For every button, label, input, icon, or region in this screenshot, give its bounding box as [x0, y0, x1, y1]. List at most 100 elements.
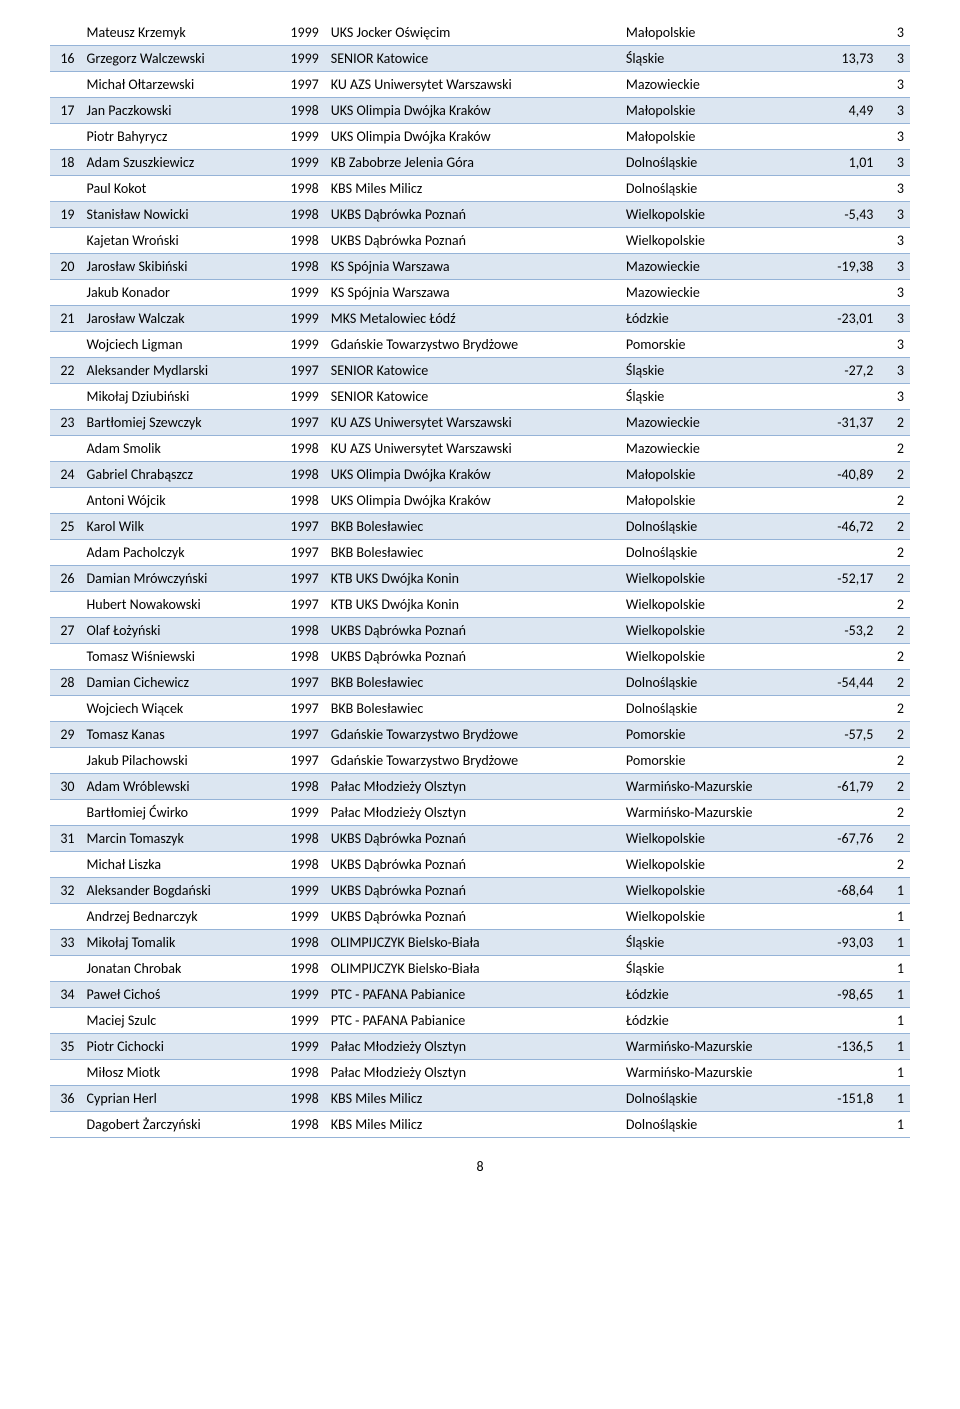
cell-score [813, 748, 879, 774]
cell-score [813, 696, 879, 722]
cell-name: Piotr Cichocki [81, 1034, 274, 1060]
cell-year: 1999 [274, 1034, 325, 1060]
cell-region: Mazowieckie [620, 436, 813, 462]
cell-pts: 3 [879, 254, 910, 280]
cell-rank [50, 436, 81, 462]
cell-name: Jan Paczkowski [81, 98, 274, 124]
cell-club: Pałac Młodzieży Olsztyn [325, 774, 620, 800]
cell-name: Miłosz Miotk [81, 1060, 274, 1086]
table-row: Antoni Wójcik1998UKS Olimpia Dwójka Krak… [50, 488, 910, 514]
cell-name: Damian Cichewicz [81, 670, 274, 696]
cell-score: -93,03 [813, 930, 879, 956]
cell-rank: 21 [50, 306, 81, 332]
cell-score: -5,43 [813, 202, 879, 228]
cell-rank [50, 592, 81, 618]
table-row: 25Karol Wilk1997BKB BolesławiecDolnośląs… [50, 514, 910, 540]
cell-score: 13,73 [813, 46, 879, 72]
cell-region: Wielkopolskie [620, 852, 813, 878]
cell-year: 1998 [274, 98, 325, 124]
cell-rank: 33 [50, 930, 81, 956]
cell-rank [50, 1008, 81, 1034]
cell-year: 1998 [274, 462, 325, 488]
cell-club: UKBS Dąbrówka Poznań [325, 878, 620, 904]
cell-rank [50, 540, 81, 566]
cell-pts: 1 [879, 982, 910, 1008]
cell-club: OLIMPIJCZYK Bielsko-Biała [325, 930, 620, 956]
cell-score [813, 956, 879, 982]
cell-pts: 2 [879, 566, 910, 592]
cell-pts: 2 [879, 774, 910, 800]
table-row: Adam Pacholczyk1997BKB BolesławiecDolnoś… [50, 540, 910, 566]
cell-rank: 31 [50, 826, 81, 852]
cell-pts: 3 [879, 98, 910, 124]
cell-name: Bartłomiej Szewczyk [81, 410, 274, 436]
cell-year: 1998 [274, 1060, 325, 1086]
table-row: Jakub Konador1999KS Spójnia WarszawaMazo… [50, 280, 910, 306]
cell-year: 1999 [274, 982, 325, 1008]
table-row: 31Marcin Tomaszyk1998UKBS Dąbrówka Pozna… [50, 826, 910, 852]
cell-rank: 36 [50, 1086, 81, 1112]
cell-rank: 32 [50, 878, 81, 904]
cell-score [813, 72, 879, 98]
cell-year: 1998 [274, 930, 325, 956]
cell-pts: 1 [879, 956, 910, 982]
cell-name: Gabriel Chrabąszcz [81, 462, 274, 488]
cell-club: Pałac Młodzieży Olsztyn [325, 1034, 620, 1060]
cell-region: Wielkopolskie [620, 592, 813, 618]
cell-club: PTC - PAFANA Pabianice [325, 982, 620, 1008]
cell-score [813, 592, 879, 618]
cell-region: Mazowieckie [620, 72, 813, 98]
cell-region: Śląskie [620, 930, 813, 956]
cell-rank [50, 384, 81, 410]
cell-club: KBS Miles Milicz [325, 1112, 620, 1138]
cell-name: Jarosław Skibiński [81, 254, 274, 280]
cell-club: Gdańskie Towarzystwo Brydżowe [325, 748, 620, 774]
cell-score [813, 1112, 879, 1138]
cell-club: UKS Jocker Oświęcim [325, 20, 620, 46]
table-row: 22Aleksander Mydlarski1997SENIOR Katowic… [50, 358, 910, 384]
table-row: 33Mikołaj Tomalik1998OLIMPIJCZYK Bielsko… [50, 930, 910, 956]
cell-region: Małopolskie [620, 462, 813, 488]
cell-region: Warmińsko-Mazurskie [620, 774, 813, 800]
cell-rank [50, 280, 81, 306]
cell-region: Warmińsko-Mazurskie [620, 800, 813, 826]
cell-rank [50, 1112, 81, 1138]
cell-name: Stanisław Nowicki [81, 202, 274, 228]
cell-name: Mikołaj Tomalik [81, 930, 274, 956]
cell-year: 1997 [274, 592, 325, 618]
cell-region: Wielkopolskie [620, 202, 813, 228]
cell-rank: 34 [50, 982, 81, 1008]
cell-rank: 28 [50, 670, 81, 696]
cell-club: UKBS Dąbrówka Poznań [325, 228, 620, 254]
table-row: 18Adam Szuszkiewicz1999KB Zabobrze Jelen… [50, 150, 910, 176]
table-row: Andrzej Bednarczyk1999UKBS Dąbrówka Pozn… [50, 904, 910, 930]
cell-name: Cyprian Herl [81, 1086, 274, 1112]
cell-pts: 1 [879, 1034, 910, 1060]
cell-club: MKS Metalowiec Łódź [325, 306, 620, 332]
cell-club: KBS Miles Milicz [325, 1086, 620, 1112]
cell-club: UKBS Dąbrówka Poznań [325, 618, 620, 644]
table-row: 28Damian Cichewicz1997BKB BolesławiecDol… [50, 670, 910, 696]
cell-club: SENIOR Katowice [325, 358, 620, 384]
table-row: 26Damian Mrówczyński1997KTB UKS Dwójka K… [50, 566, 910, 592]
cell-pts: 2 [879, 644, 910, 670]
table-row: Wojciech Wiącek1997BKB BolesławiecDolnoś… [50, 696, 910, 722]
cell-rank: 35 [50, 1034, 81, 1060]
cell-score: -136,5 [813, 1034, 879, 1060]
cell-rank: 16 [50, 46, 81, 72]
cell-score [813, 280, 879, 306]
cell-name: Adam Pacholczyk [81, 540, 274, 566]
cell-name: Tomasz Kanas [81, 722, 274, 748]
cell-year: 1997 [274, 748, 325, 774]
cell-rank: 20 [50, 254, 81, 280]
cell-score: -151,8 [813, 1086, 879, 1112]
cell-score [813, 644, 879, 670]
cell-year: 1998 [274, 618, 325, 644]
cell-club: KU AZS Uniwersytet Warszawski [325, 436, 620, 462]
cell-region: Łódzkie [620, 1008, 813, 1034]
cell-name: Mateusz Krzemyk [81, 20, 274, 46]
cell-score: -19,38 [813, 254, 879, 280]
cell-pts: 2 [879, 826, 910, 852]
cell-rank [50, 800, 81, 826]
cell-pts: 3 [879, 20, 910, 46]
